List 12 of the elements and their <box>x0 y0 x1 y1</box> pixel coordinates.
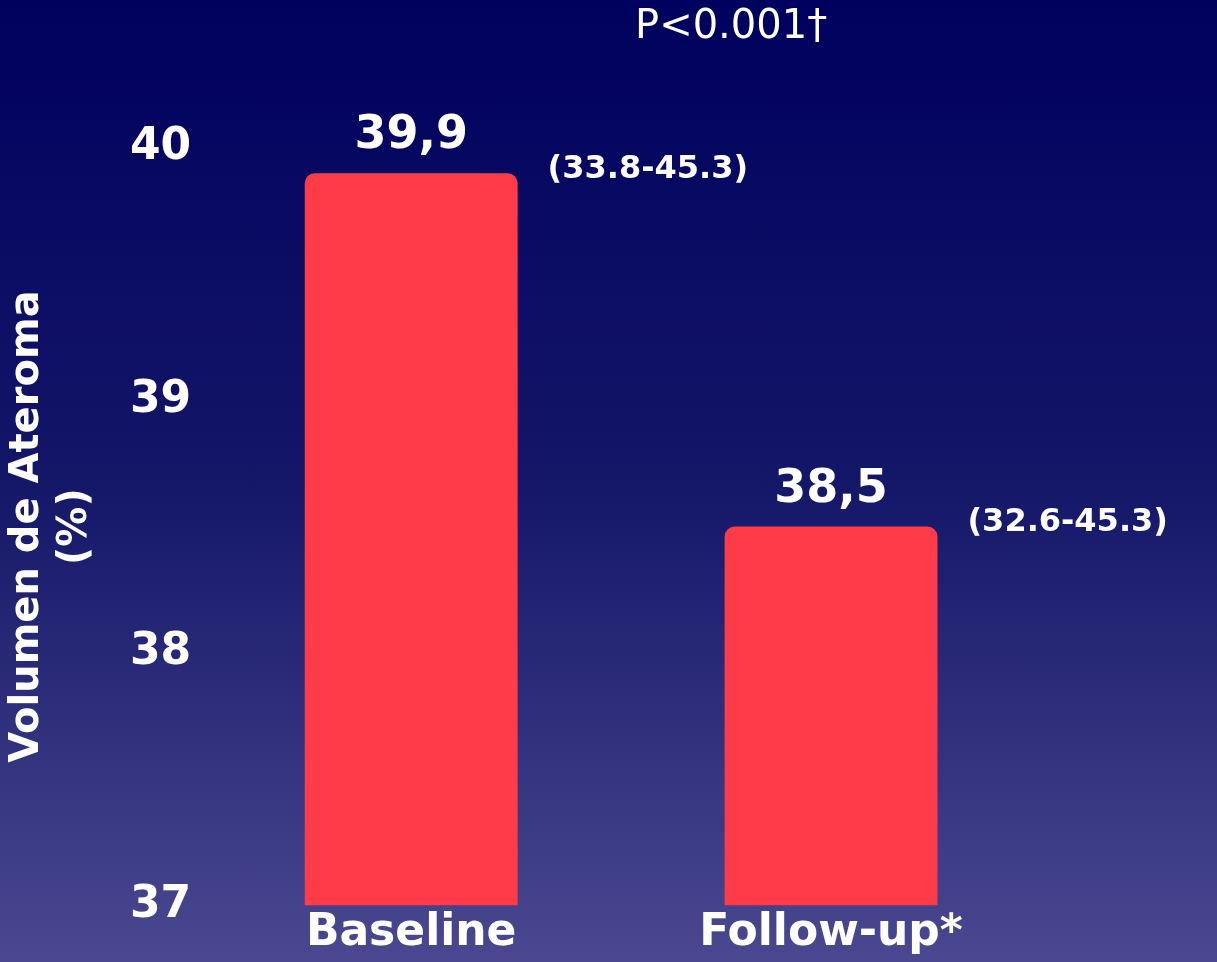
text: P<0.001† <box>635 1 828 48</box>
data-label: 39,9 <box>354 105 468 160</box>
x-tick-label: Baseline <box>305 904 517 956</box>
x-tick-label: Follow-up* <box>699 904 963 956</box>
y-tick-label: 40 <box>130 118 192 170</box>
y-axis-title: Volumen de Ateroma (%) <box>1 290 96 763</box>
y-tick-label: 39 <box>130 370 192 422</box>
y-tick-label: 37 <box>130 875 192 927</box>
annotation: (33.8-45.3) <box>547 147 749 186</box>
annotation: (32.6-45.3) <box>967 500 1168 539</box>
data-label: 38,5 <box>774 458 888 513</box>
y-tick-label: 38 <box>130 623 192 675</box>
